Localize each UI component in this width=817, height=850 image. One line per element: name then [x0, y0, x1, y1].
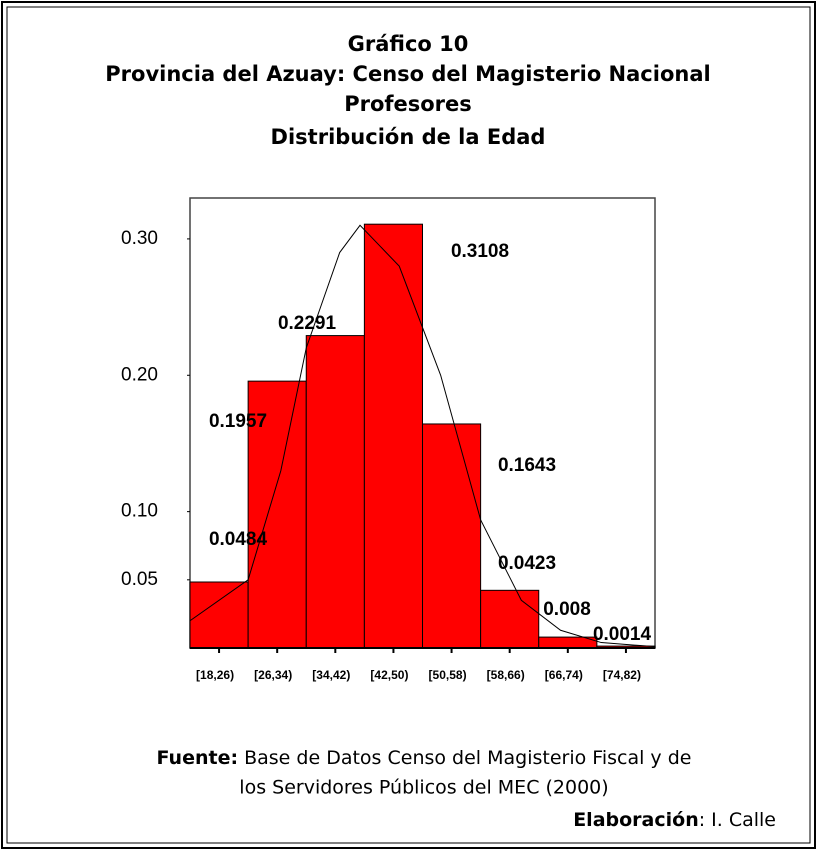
x-tick-label: [18,26): [196, 668, 234, 682]
subtitle: Provincia del Azuay: Censo del Magisteri…: [105, 62, 710, 86]
data-label: 0.1643: [498, 455, 556, 476]
subtitle: Profesores: [344, 92, 472, 116]
data-label: 0.3108: [451, 241, 509, 262]
bar: [422, 423, 482, 649]
y-tick-label: 0.05: [121, 569, 158, 590]
x-tick-label: [66,74): [545, 668, 583, 682]
inner-border: [6, 6, 811, 844]
credit-text: : I. Calle: [699, 809, 776, 831]
x-tick-label: [50,58): [429, 668, 467, 682]
x-tick-label: [34,42): [312, 668, 350, 682]
y-tick-label: 0.10: [121, 501, 158, 522]
subtitle: Distribución de la Edad: [271, 125, 546, 149]
source-text: los Servidores Públicos del MEC (2000): [239, 777, 608, 799]
bar: [480, 589, 540, 649]
chart-title: Gráfico 10: [348, 32, 469, 56]
credit-label: Elaboración: [573, 809, 699, 831]
source: Fuente: Base de Datos Censo del Magister…: [157, 747, 692, 769]
data-label: 0.008: [543, 599, 591, 620]
source-label: Fuente:: [157, 747, 239, 769]
x-tick-label: [58,66): [487, 668, 525, 682]
data-label: 0.0484: [209, 529, 268, 550]
y-tick-label: 0.20: [121, 364, 158, 385]
x-tick-label: [42,50): [370, 668, 408, 682]
x-tick-label: [74,82): [603, 668, 641, 682]
x-tick-label: [26,34): [254, 668, 292, 682]
density-curve: [189, 224, 656, 648]
data-label: 0.0014: [593, 624, 652, 645]
credit: Elaboración: I. Calle: [573, 809, 776, 831]
bar: [305, 335, 365, 649]
bar: [247, 380, 307, 649]
bar: [189, 581, 249, 649]
data-label: 0.0423: [498, 553, 556, 574]
data-label: 0.1957: [209, 411, 267, 432]
source-text: Base de Datos Censo del Magisterio Fisca…: [244, 747, 691, 769]
bar: [363, 223, 423, 649]
data-label: 0.2291: [278, 313, 337, 334]
y-tick-label: 0.30: [121, 228, 158, 249]
